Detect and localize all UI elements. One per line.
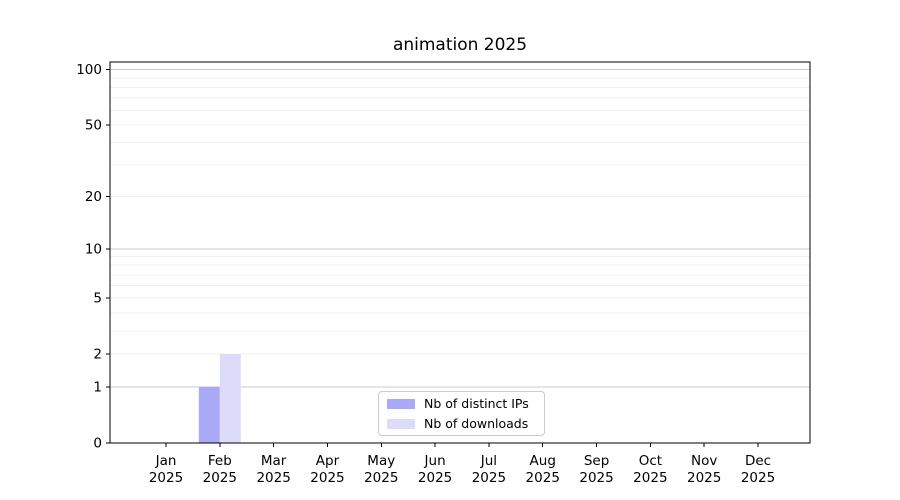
x-tick-label: Nov 2025	[687, 453, 721, 486]
x-tick-label: Aug 2025	[526, 453, 560, 486]
x-tick-label: Jul 2025	[472, 453, 506, 486]
x-tick-label: Dec 2025	[741, 453, 775, 486]
x-tick-label: Sep 2025	[579, 453, 613, 486]
y-tick-label: 2	[93, 347, 102, 363]
legend: Nb of distinct IPs Nb of downloads	[378, 391, 545, 436]
x-tick-label: Oct 2025	[633, 453, 667, 486]
x-tick-label: May 2025	[364, 453, 398, 486]
y-tick-label: 100	[76, 62, 102, 78]
y-tick-label: 1	[93, 379, 102, 395]
legend-item-distinct-ips: Nb of distinct IPs	[387, 396, 544, 411]
y-tick-label: 5	[93, 291, 102, 307]
bar-distinct-ips-feb	[198, 386, 220, 443]
bar-downloads-feb	[219, 354, 241, 443]
chart-title: animation 2025	[392, 35, 528, 55]
plot-border	[109, 61, 811, 444]
x-tick-label: Mar 2025	[256, 453, 290, 486]
y-tick-label: 20	[85, 189, 102, 205]
legend-item-downloads: Nb of downloads	[387, 416, 544, 431]
legend-label-downloads: Nb of downloads	[424, 416, 529, 431]
x-tick-label: Jan 2025	[149, 453, 183, 486]
y-tick-label: 10	[85, 242, 102, 258]
legend-swatch-downloads	[387, 418, 415, 429]
x-tick-label: Feb 2025	[203, 453, 237, 486]
x-tick-label: Apr 2025	[310, 453, 344, 486]
x-tick-label: Jun 2025	[418, 453, 452, 486]
legend-swatch-distinct-ips	[387, 398, 415, 409]
y-tick-label: 0	[93, 436, 102, 452]
y-tick-label: 50	[85, 117, 102, 133]
legend-label-distinct-ips: Nb of distinct IPs	[424, 396, 529, 411]
